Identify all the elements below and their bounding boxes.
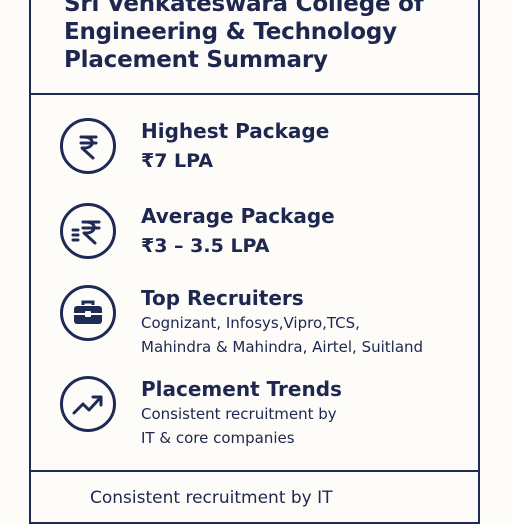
rupee-lines-icon — [60, 203, 116, 259]
page-title: Sri Venkateswara College of Engineering … — [64, 0, 484, 74]
rupee-icon — [60, 118, 116, 174]
placement-trends-line-1: Consistent recruitment by — [141, 405, 337, 423]
top-recruiters-line-2: Mahindra & Mahindra, Airtel, Suitland — [141, 338, 424, 356]
divider-bottom — [29, 470, 480, 472]
average-package-title: Average Package — [141, 204, 335, 228]
footer-text: Consistent recruitment by IT — [90, 488, 333, 508]
title-line-1: Sri Venkateswara College of — [64, 0, 424, 17]
title-line-3: Placement Summary — [64, 47, 328, 73]
trend-up-icon — [60, 376, 116, 432]
highest-package-title: Highest Package — [141, 119, 330, 143]
average-package-value: ₹3 – 3.5 LPA — [141, 235, 270, 257]
briefcase-icon — [60, 285, 116, 341]
placement-trends-line-2: IT & core companies — [141, 429, 295, 447]
top-recruiters-line-1: Cognizant, Infosys,Vipro,TCS, — [141, 314, 360, 332]
title-line-2: Engineering & Technology — [64, 19, 397, 45]
top-recruiters-title: Top Recruiters — [141, 286, 304, 310]
highest-package-value: ₹7 LPA — [141, 150, 214, 172]
divider-top — [29, 93, 480, 95]
placement-trends-title: Placement Trends — [141, 377, 342, 401]
